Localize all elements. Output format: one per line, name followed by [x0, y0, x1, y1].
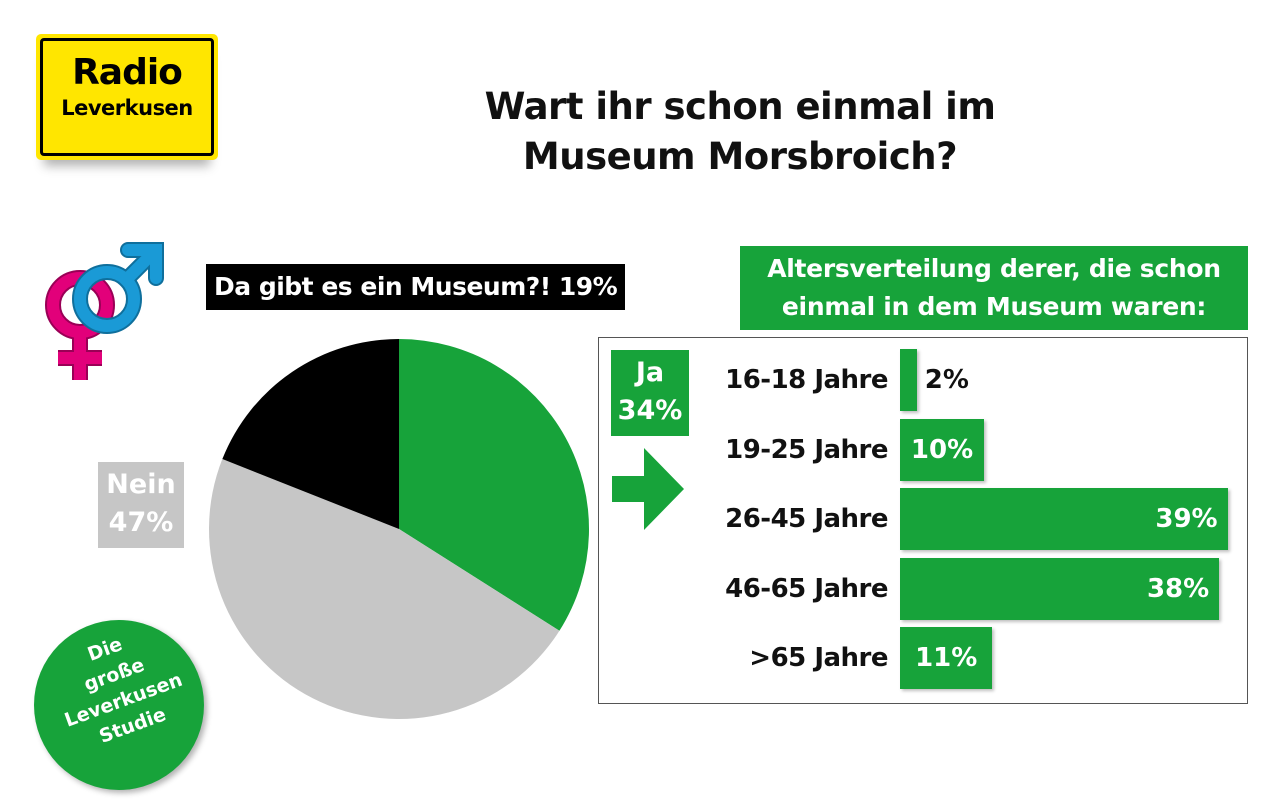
bar: [900, 557, 1220, 620]
age-title-line1: Altersverteilung derer, die schon: [767, 254, 1221, 283]
slice-label: Nein: [106, 469, 176, 500]
bar-value-label: 38%: [1146, 573, 1210, 604]
bar-category-label: 26-45 Jahre: [725, 504, 888, 534]
bar-value-label: 39%: [1155, 504, 1218, 534]
pie-label-nein: Nein 47%: [98, 462, 184, 548]
gender-symbols-icon: [45, 242, 164, 380]
bar-value-label: 11%: [915, 643, 978, 673]
radio-leverkusen-logo: Radio Leverkusen: [36, 34, 218, 160]
pie-label-ja: Ja 34%: [611, 350, 689, 436]
arrow-right-icon: [612, 448, 684, 530]
slice-label: Ja: [635, 357, 665, 388]
slice-label: Da gibt es ein Museum?!: [214, 272, 551, 301]
pie-slice-ja: [399, 339, 589, 631]
pie-chart: [208, 339, 589, 720]
bar-category-label: 19-25 Jahre: [725, 434, 888, 465]
title-line2: Museum Morsbroich?: [522, 135, 958, 178]
pie-label-no-idea: Da gibt es ein Museum?! 19%: [206, 264, 626, 310]
bar: [900, 627, 993, 689]
slice-value: 47%: [108, 507, 174, 538]
slice-value: 19%: [558, 272, 618, 301]
age-title-line2: einmal in dem Museum waren:: [781, 292, 1207, 321]
age-chart-title: Altersverteilung derer, die schon einmal…: [740, 246, 1248, 330]
study-badge: Die große Leverkusen Studie: [34, 620, 204, 790]
age-chart-frame: [598, 337, 1248, 704]
title-line1: Wart ihr schon einmal im: [484, 85, 996, 128]
bar-value-label: 2%: [924, 365, 969, 395]
bar-category-label: 16-18 Jahre: [725, 365, 888, 395]
pie-slice-nein: [208, 459, 560, 720]
bar-category-label: 46-65 Jahre: [725, 573, 888, 604]
slice-value: 34%: [617, 395, 683, 426]
bar: [900, 488, 1228, 550]
bar: [900, 418, 984, 481]
bar-category-label: >65 Jahre: [749, 643, 888, 673]
logo-line1: Radio: [72, 52, 183, 93]
bar-value-label: 10%: [910, 434, 974, 465]
logo-line2: Leverkusen: [61, 96, 193, 120]
bar: [900, 349, 917, 411]
pie-slice-da-gibt-es-ein-museum: [222, 339, 399, 529]
page-title: Wart ihr schon einmal im Museum Morsbroi…: [380, 82, 1100, 182]
